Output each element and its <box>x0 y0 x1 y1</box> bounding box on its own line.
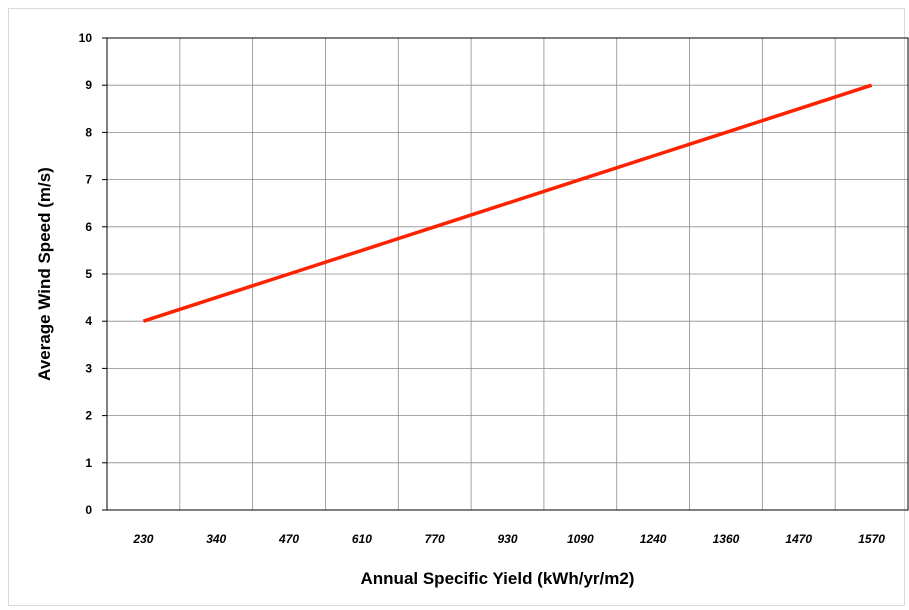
x-tick-label: 610 <box>352 532 372 546</box>
x-tick-label: 1360 <box>713 532 740 546</box>
y-tick-label: 5 <box>85 267 92 281</box>
y-tick-label: 7 <box>85 173 92 187</box>
y-tick-label: 2 <box>85 409 92 423</box>
x-tick-label: 230 <box>132 532 153 546</box>
series-group <box>142 83 873 323</box>
y-tick-label: 9 <box>85 78 92 92</box>
x-tick-label: 1570 <box>858 532 885 546</box>
x-tick-label: 470 <box>278 532 299 546</box>
y-tick-label: 0 <box>85 503 92 517</box>
y-axis-title: Average Wind Speed (m/s) <box>35 167 54 381</box>
x-axis-ticks: 230 340 470 610 770 930 1090 1240 1360 1470 1570 <box>132 532 885 546</box>
x-tick-label: 340 <box>206 532 226 546</box>
y-tick-label: 1 <box>85 456 92 470</box>
x-axis-title: Annual Specific Yield (kWh/yr/m2) <box>361 569 635 588</box>
grid <box>107 37 908 511</box>
x-tick-label: 1470 <box>785 532 812 546</box>
y-tick-label: 6 <box>85 220 92 234</box>
x-tick-label: 930 <box>497 532 517 546</box>
y-tick-label: 8 <box>85 125 92 139</box>
x-tick-label: 1090 <box>567 532 594 546</box>
chart-frame <box>8 8 905 606</box>
y-tick-label: 4 <box>85 314 92 328</box>
y-tick-label: 3 <box>85 361 92 375</box>
y-tick-label: 10 <box>79 31 93 45</box>
x-tick-label: 770 <box>425 532 445 546</box>
y-axis-ticks: 0 1 2 3 4 5 6 7 8 9 10 <box>79 31 107 517</box>
x-tick-label: 1240 <box>640 532 667 546</box>
series-line <box>142 83 873 323</box>
